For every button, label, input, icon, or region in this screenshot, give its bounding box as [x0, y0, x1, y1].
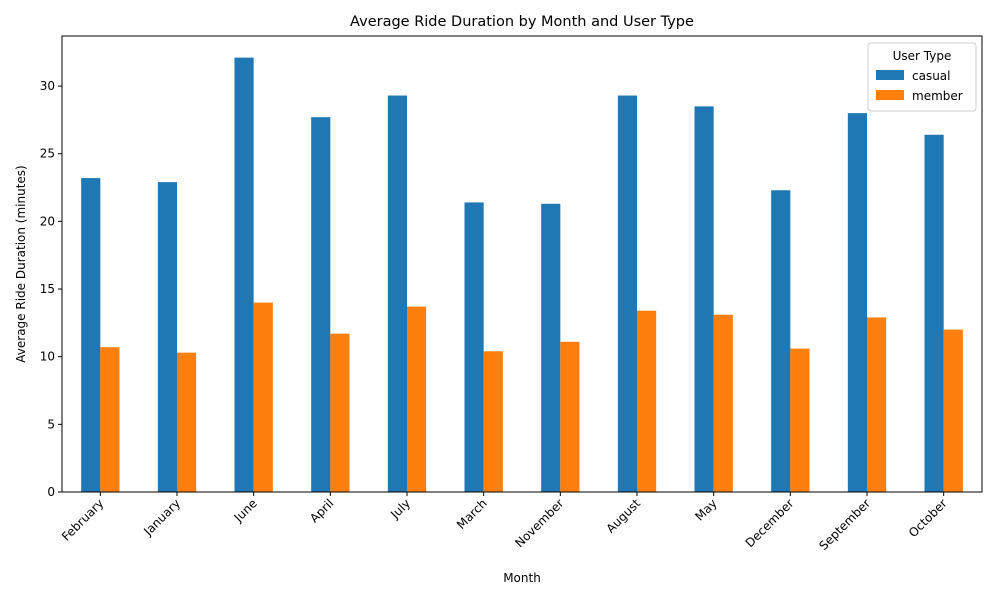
- bar-member-august: [637, 310, 657, 492]
- legend-label-member: member: [912, 89, 963, 103]
- bar-casual-july: [387, 95, 407, 492]
- plot-frame: [61, 35, 983, 493]
- bar-casual-september: [847, 113, 867, 492]
- y-tick-label: 5: [47, 417, 55, 431]
- y-tick-label: 25: [40, 147, 55, 161]
- bar-casual-december: [771, 190, 791, 492]
- y-tick-label: 15: [40, 282, 55, 296]
- bar-member-october: [943, 329, 963, 492]
- bar-member-february: [100, 347, 120, 492]
- bar-member-june: [253, 302, 273, 492]
- x-axis-title: Month: [503, 571, 541, 585]
- x-tick-label: October: [906, 496, 950, 540]
- x-tick-label: March: [454, 496, 490, 532]
- bar-casual-february: [81, 178, 101, 492]
- bar-casual-august: [617, 95, 637, 492]
- bar-casual-november: [541, 203, 561, 492]
- x-axis-ticks: February January June April July March Novembe…: [59, 492, 950, 553]
- bar-casual-may: [694, 106, 714, 493]
- x-tick-label: January: [140, 496, 183, 539]
- x-tick-label: December: [743, 496, 797, 550]
- x-tick-label: November: [512, 496, 566, 550]
- bar-member-march: [483, 351, 503, 492]
- y-tick-label: 10: [40, 350, 55, 364]
- bar-casual-april: [311, 117, 331, 492]
- legend: User Type casual member: [867, 42, 977, 112]
- x-tick-label: February: [59, 496, 107, 544]
- y-tick-label: 20: [40, 214, 55, 228]
- bar-member-july: [407, 306, 427, 492]
- bar-casual-march: [464, 202, 484, 492]
- legend-label-casual: casual: [912, 69, 951, 83]
- bar-member-december: [790, 348, 810, 492]
- y-axis-title: Average Ride Duration (minutes): [14, 165, 28, 362]
- x-tick-label: July: [387, 496, 413, 522]
- y-tick-label: 30: [40, 79, 55, 93]
- legend-title: User Type: [893, 49, 952, 63]
- bars-layer: [81, 57, 963, 493]
- bar-casual-january: [157, 182, 177, 492]
- chart-title: Average Ride Duration by Month and User …: [350, 14, 694, 30]
- legend-swatch-member: [876, 90, 904, 100]
- bar-member-january: [177, 352, 197, 492]
- bar-casual-october: [924, 134, 944, 492]
- x-tick-label: August: [604, 496, 644, 536]
- bar-casual-june: [234, 57, 254, 493]
- x-tick-label: May: [692, 496, 719, 523]
- bar-member-may: [713, 314, 733, 492]
- legend-swatch-casual: [876, 70, 904, 80]
- x-tick-label: June: [231, 496, 260, 525]
- x-tick-label: September: [816, 496, 873, 553]
- legend-items: casual member: [876, 69, 963, 103]
- bar-member-november: [560, 341, 580, 492]
- x-tick-label: April: [307, 496, 336, 525]
- bar-member-april: [330, 333, 350, 492]
- y-tick-label: 0: [47, 485, 55, 499]
- bar-member-september: [867, 317, 887, 492]
- y-axis-ticks: 0 5 10 15 20 25 30: [40, 79, 62, 499]
